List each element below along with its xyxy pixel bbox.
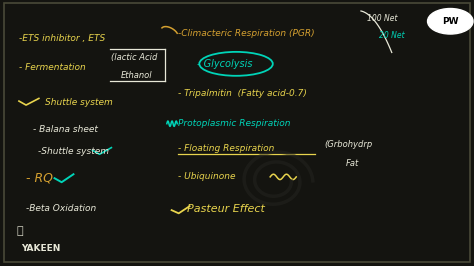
Text: - Balana sheet: - Balana sheet bbox=[33, 124, 98, 134]
Text: -ETS inhibitor , ETS: -ETS inhibitor , ETS bbox=[19, 34, 105, 43]
Text: ✊: ✊ bbox=[17, 226, 23, 236]
Text: 20 Net: 20 Net bbox=[379, 31, 405, 40]
Text: 100 Net: 100 Net bbox=[367, 14, 398, 23]
Text: -Beta Oxidation: -Beta Oxidation bbox=[26, 204, 96, 213]
Text: Pasteur Effect: Pasteur Effect bbox=[187, 204, 265, 214]
Circle shape bbox=[428, 9, 473, 34]
Text: - Floating Respiration: - Floating Respiration bbox=[178, 144, 274, 153]
Text: - Fermentation: - Fermentation bbox=[19, 63, 86, 72]
Text: YAKEEN: YAKEEN bbox=[21, 244, 61, 253]
Text: Fat: Fat bbox=[346, 159, 359, 168]
Text: - Tripalmitin  (Fatty acid-0.7): - Tripalmitin (Fatty acid-0.7) bbox=[178, 89, 307, 98]
Text: (lactic Acid: (lactic Acid bbox=[111, 53, 158, 62]
Text: - Glycolysis: - Glycolysis bbox=[197, 59, 252, 69]
Text: Shuttle system: Shuttle system bbox=[45, 98, 113, 107]
Text: -Shuttle system: -Shuttle system bbox=[38, 147, 109, 156]
Text: Protoplasmic Respiration: Protoplasmic Respiration bbox=[178, 119, 290, 128]
Text: Ethanol: Ethanol bbox=[121, 71, 153, 80]
Text: PW: PW bbox=[442, 17, 458, 26]
Text: (Grbohydrp: (Grbohydrp bbox=[325, 140, 373, 149]
Text: - RQ: - RQ bbox=[26, 172, 53, 185]
Text: - Ubiquinone: - Ubiquinone bbox=[178, 172, 235, 181]
Text: -Climacteric Respiration (PGR): -Climacteric Respiration (PGR) bbox=[178, 29, 314, 38]
